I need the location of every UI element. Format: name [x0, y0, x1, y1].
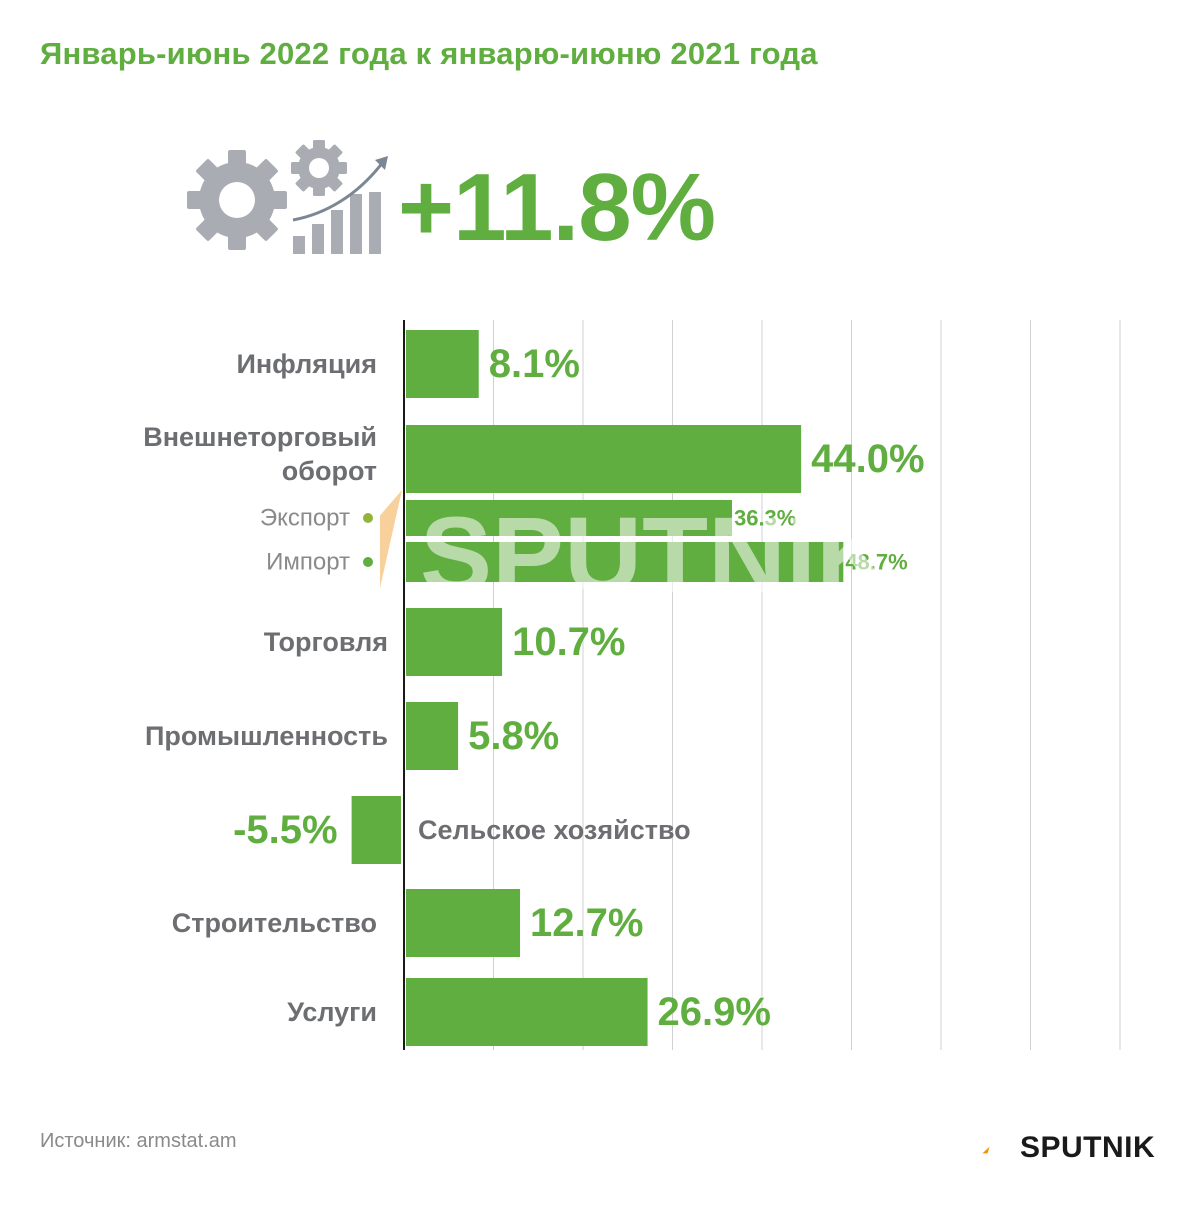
- bar: [406, 330, 479, 398]
- bar: [406, 978, 648, 1046]
- sub-bar-value-label: 36.3%: [734, 506, 796, 531]
- sub-bar: [406, 542, 844, 582]
- sub-category-label: Экспорт: [260, 505, 350, 532]
- bar: [406, 425, 802, 493]
- bar: [406, 702, 459, 770]
- sub-category-label: Импорт: [266, 549, 350, 576]
- category-label: Инфляция: [236, 349, 377, 379]
- bar: [351, 796, 401, 864]
- category-label: Услуги: [287, 997, 377, 1027]
- bar-value-label: 5.8%: [468, 714, 559, 758]
- source-note: Источник: armstat.am: [40, 1130, 237, 1152]
- chart-title: Январь-июнь 2022 года к январю-июню 2021…: [40, 36, 818, 71]
- category-label: Промышленность: [145, 721, 388, 751]
- bar: [406, 889, 521, 957]
- legend-dot: [363, 557, 373, 567]
- sputnik-watermark: SPUTNIK: [380, 490, 894, 615]
- bar-value-label: 12.7%: [530, 901, 643, 945]
- brand-name: SPUTNIK: [1020, 1131, 1156, 1164]
- category-label: Внешнеторговый оборот: [143, 422, 377, 486]
- bar-value-label: 8.1%: [489, 342, 580, 386]
- watermark-text: SPUTNIK: [420, 494, 894, 615]
- legend-dot: [363, 513, 373, 523]
- category-label: Сельское хозяйство: [418, 815, 691, 845]
- bar-value-label: 26.9%: [658, 990, 771, 1034]
- category-label: Торговля: [264, 627, 388, 657]
- sub-bar: [406, 500, 732, 536]
- sputnik-logo-icon: [982, 1146, 990, 1154]
- gears-growth-chart-icon: [187, 140, 388, 254]
- headline-value: +11.8%: [398, 154, 716, 261]
- bar-value-label: 10.7%: [512, 620, 625, 664]
- sub-bar-value-label: 48.7%: [845, 550, 907, 575]
- bar-value-label: -5.5%: [233, 808, 338, 852]
- bar: [406, 608, 503, 676]
- bar-value-label: 44.0%: [811, 437, 924, 481]
- category-label: Строительство: [172, 908, 377, 938]
